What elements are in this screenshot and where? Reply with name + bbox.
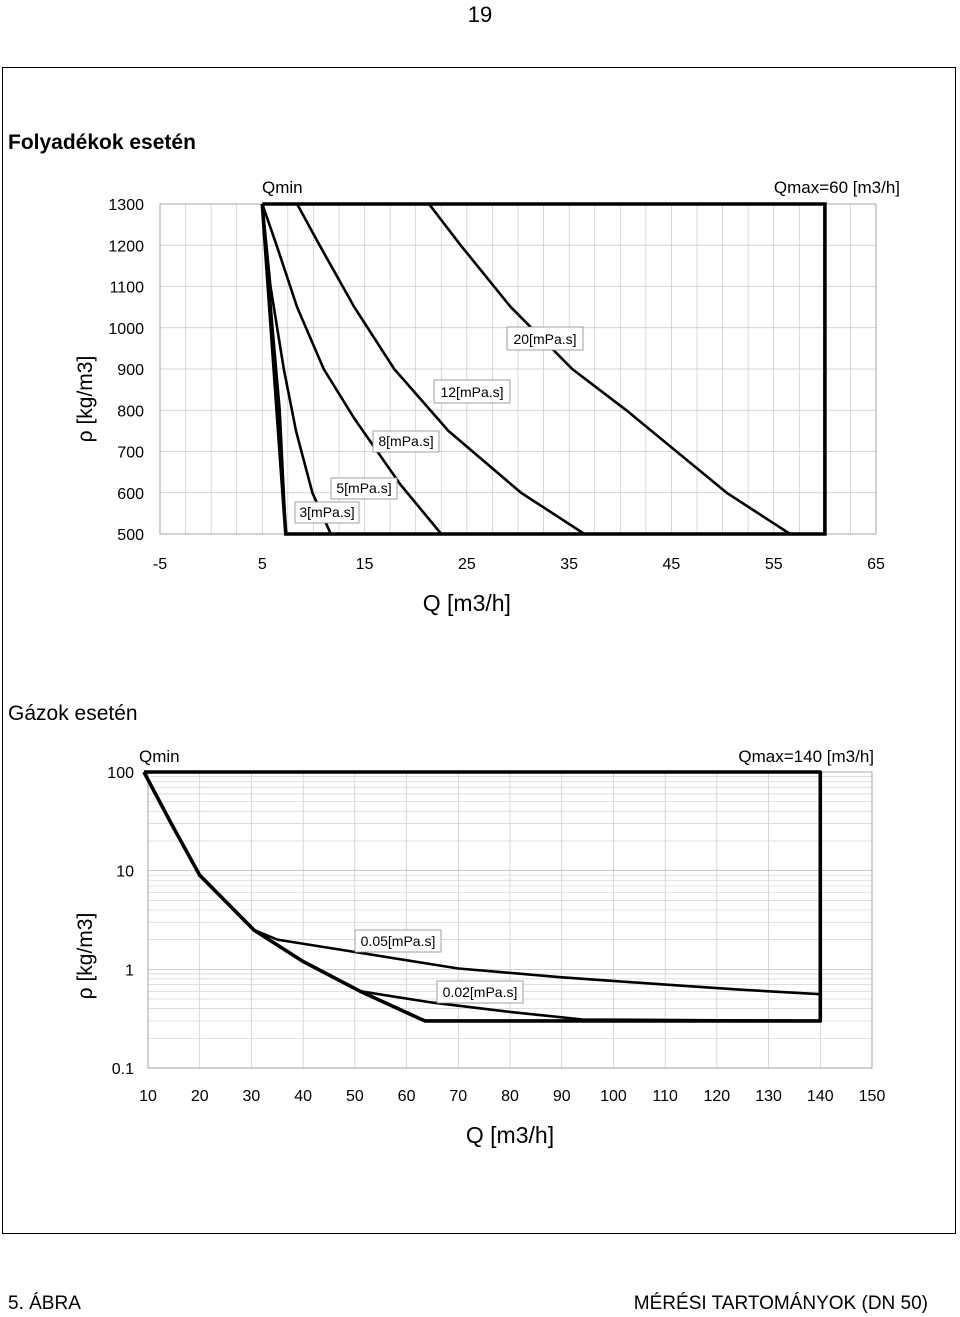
liquid-y-tick-label: 1200 — [108, 238, 144, 255]
series-label-box — [433, 379, 511, 404]
liquid-y-tick-label: 700 — [117, 445, 144, 462]
liquid-x-tick-label: 55 — [765, 556, 783, 573]
liquid-x-tick-label: 35 — [560, 556, 578, 573]
gas-x-tick-label: 60 — [398, 1088, 416, 1105]
liquid-x-tick-label: 5 — [258, 556, 267, 573]
liquid-x-tick-label: 15 — [356, 556, 374, 573]
gas-x-tick-label: 120 — [704, 1088, 731, 1105]
series-label: 12[mPa.s] — [440, 384, 503, 400]
liquid-qmin-label: Qmin — [262, 178, 303, 197]
series-label: 0.05[mPa.s] — [361, 933, 436, 949]
page-number: 19 — [467, 2, 493, 27]
liquid-y-tick-label: 600 — [117, 486, 144, 503]
gas-x-tick-label: 80 — [501, 1088, 519, 1105]
series-label: 0.02[mPa.s] — [443, 984, 518, 1000]
gas-x-tick-label: 130 — [755, 1088, 782, 1105]
gas-x-tick-label: 50 — [346, 1088, 364, 1105]
series-label: 20[mPa.s] — [513, 331, 576, 347]
liquid-y-tick-label: 1300 — [108, 197, 144, 214]
series-line — [253, 928, 821, 996]
gas-y-tick-label: 10 — [116, 864, 134, 881]
liquid-y-tick-label: 500 — [117, 527, 144, 544]
series-label-box — [436, 980, 524, 1004]
series-line — [295, 203, 586, 536]
series-line — [261, 203, 443, 535]
liquid-x-tick-label: 65 — [867, 556, 885, 573]
gas-y-tick-label: 0.1 — [112, 1061, 134, 1078]
liquid-range-boundary — [260, 202, 827, 536]
series-label-box — [294, 501, 360, 524]
series-line — [359, 989, 821, 1023]
liquid-y-tick-label: 900 — [117, 362, 144, 379]
series-label: 8[mPa.s] — [378, 433, 433, 449]
gas-y-tick-label: 1 — [125, 962, 134, 979]
gas-x-tick-label: 150 — [859, 1088, 886, 1105]
liquid-x-tick-label: 45 — [663, 556, 681, 573]
gas-x-tick-label: 10 — [139, 1088, 157, 1105]
gas-x-tick-label: 110 — [652, 1088, 678, 1105]
figure-frame — [2, 67, 956, 1234]
gas-x-axis-label: Q [m3/h] — [466, 1122, 554, 1148]
liquid-chart-title: Folyadékok esetén — [8, 131, 196, 154]
liquid-y-axis-label: ρ [kg/m3] — [74, 356, 97, 443]
liquid-y-tick-label: 800 — [117, 403, 144, 420]
gas-x-tick-label: 30 — [243, 1088, 261, 1105]
gas-chart-title: Gázok esetén — [8, 702, 138, 725]
series-label-box — [354, 929, 442, 953]
gas-x-tick-label: 70 — [449, 1088, 467, 1105]
figure-number: 5. ÁBRA — [8, 1293, 81, 1314]
liquid-x-tick-label: -5 — [153, 556, 167, 573]
liquid-qmax-label: Qmax=60 [m3/h] — [774, 178, 900, 197]
gas-y-tick-label: 100 — [107, 765, 134, 782]
gas-range-boundary — [142, 770, 823, 1023]
liquid-x-axis-label: Q [m3/h] — [423, 590, 511, 616]
gas-qmin-label: Qmin — [139, 747, 180, 766]
gas-qmax-label: Qmax=140 [m3/h] — [738, 747, 874, 766]
series-label: 5[mPa.s] — [336, 480, 391, 496]
series-label-box — [330, 477, 398, 500]
gas-x-tick-label: 140 — [807, 1088, 834, 1105]
gas-y-axis-label: ρ [kg/m3] — [74, 913, 97, 1000]
liquid-x-tick-label: 25 — [458, 556, 476, 573]
liquid-y-tick-label: 1100 — [110, 280, 145, 297]
series-line — [261, 203, 332, 535]
gas-x-tick-label: 90 — [553, 1088, 571, 1105]
series-line — [427, 203, 791, 536]
figure-caption: MÉRÉSI TARTOMÁNYOK (DN 50) — [633, 1293, 928, 1314]
series-label-box — [506, 326, 584, 351]
series-label-box — [372, 430, 440, 453]
series-label: 3[mPa.s] — [299, 504, 354, 520]
gas-x-tick-label: 40 — [294, 1088, 312, 1105]
gas-x-tick-label: 100 — [600, 1088, 627, 1105]
liquid-y-tick-label: 1000 — [108, 321, 144, 338]
gas-x-tick-label: 20 — [191, 1088, 209, 1105]
